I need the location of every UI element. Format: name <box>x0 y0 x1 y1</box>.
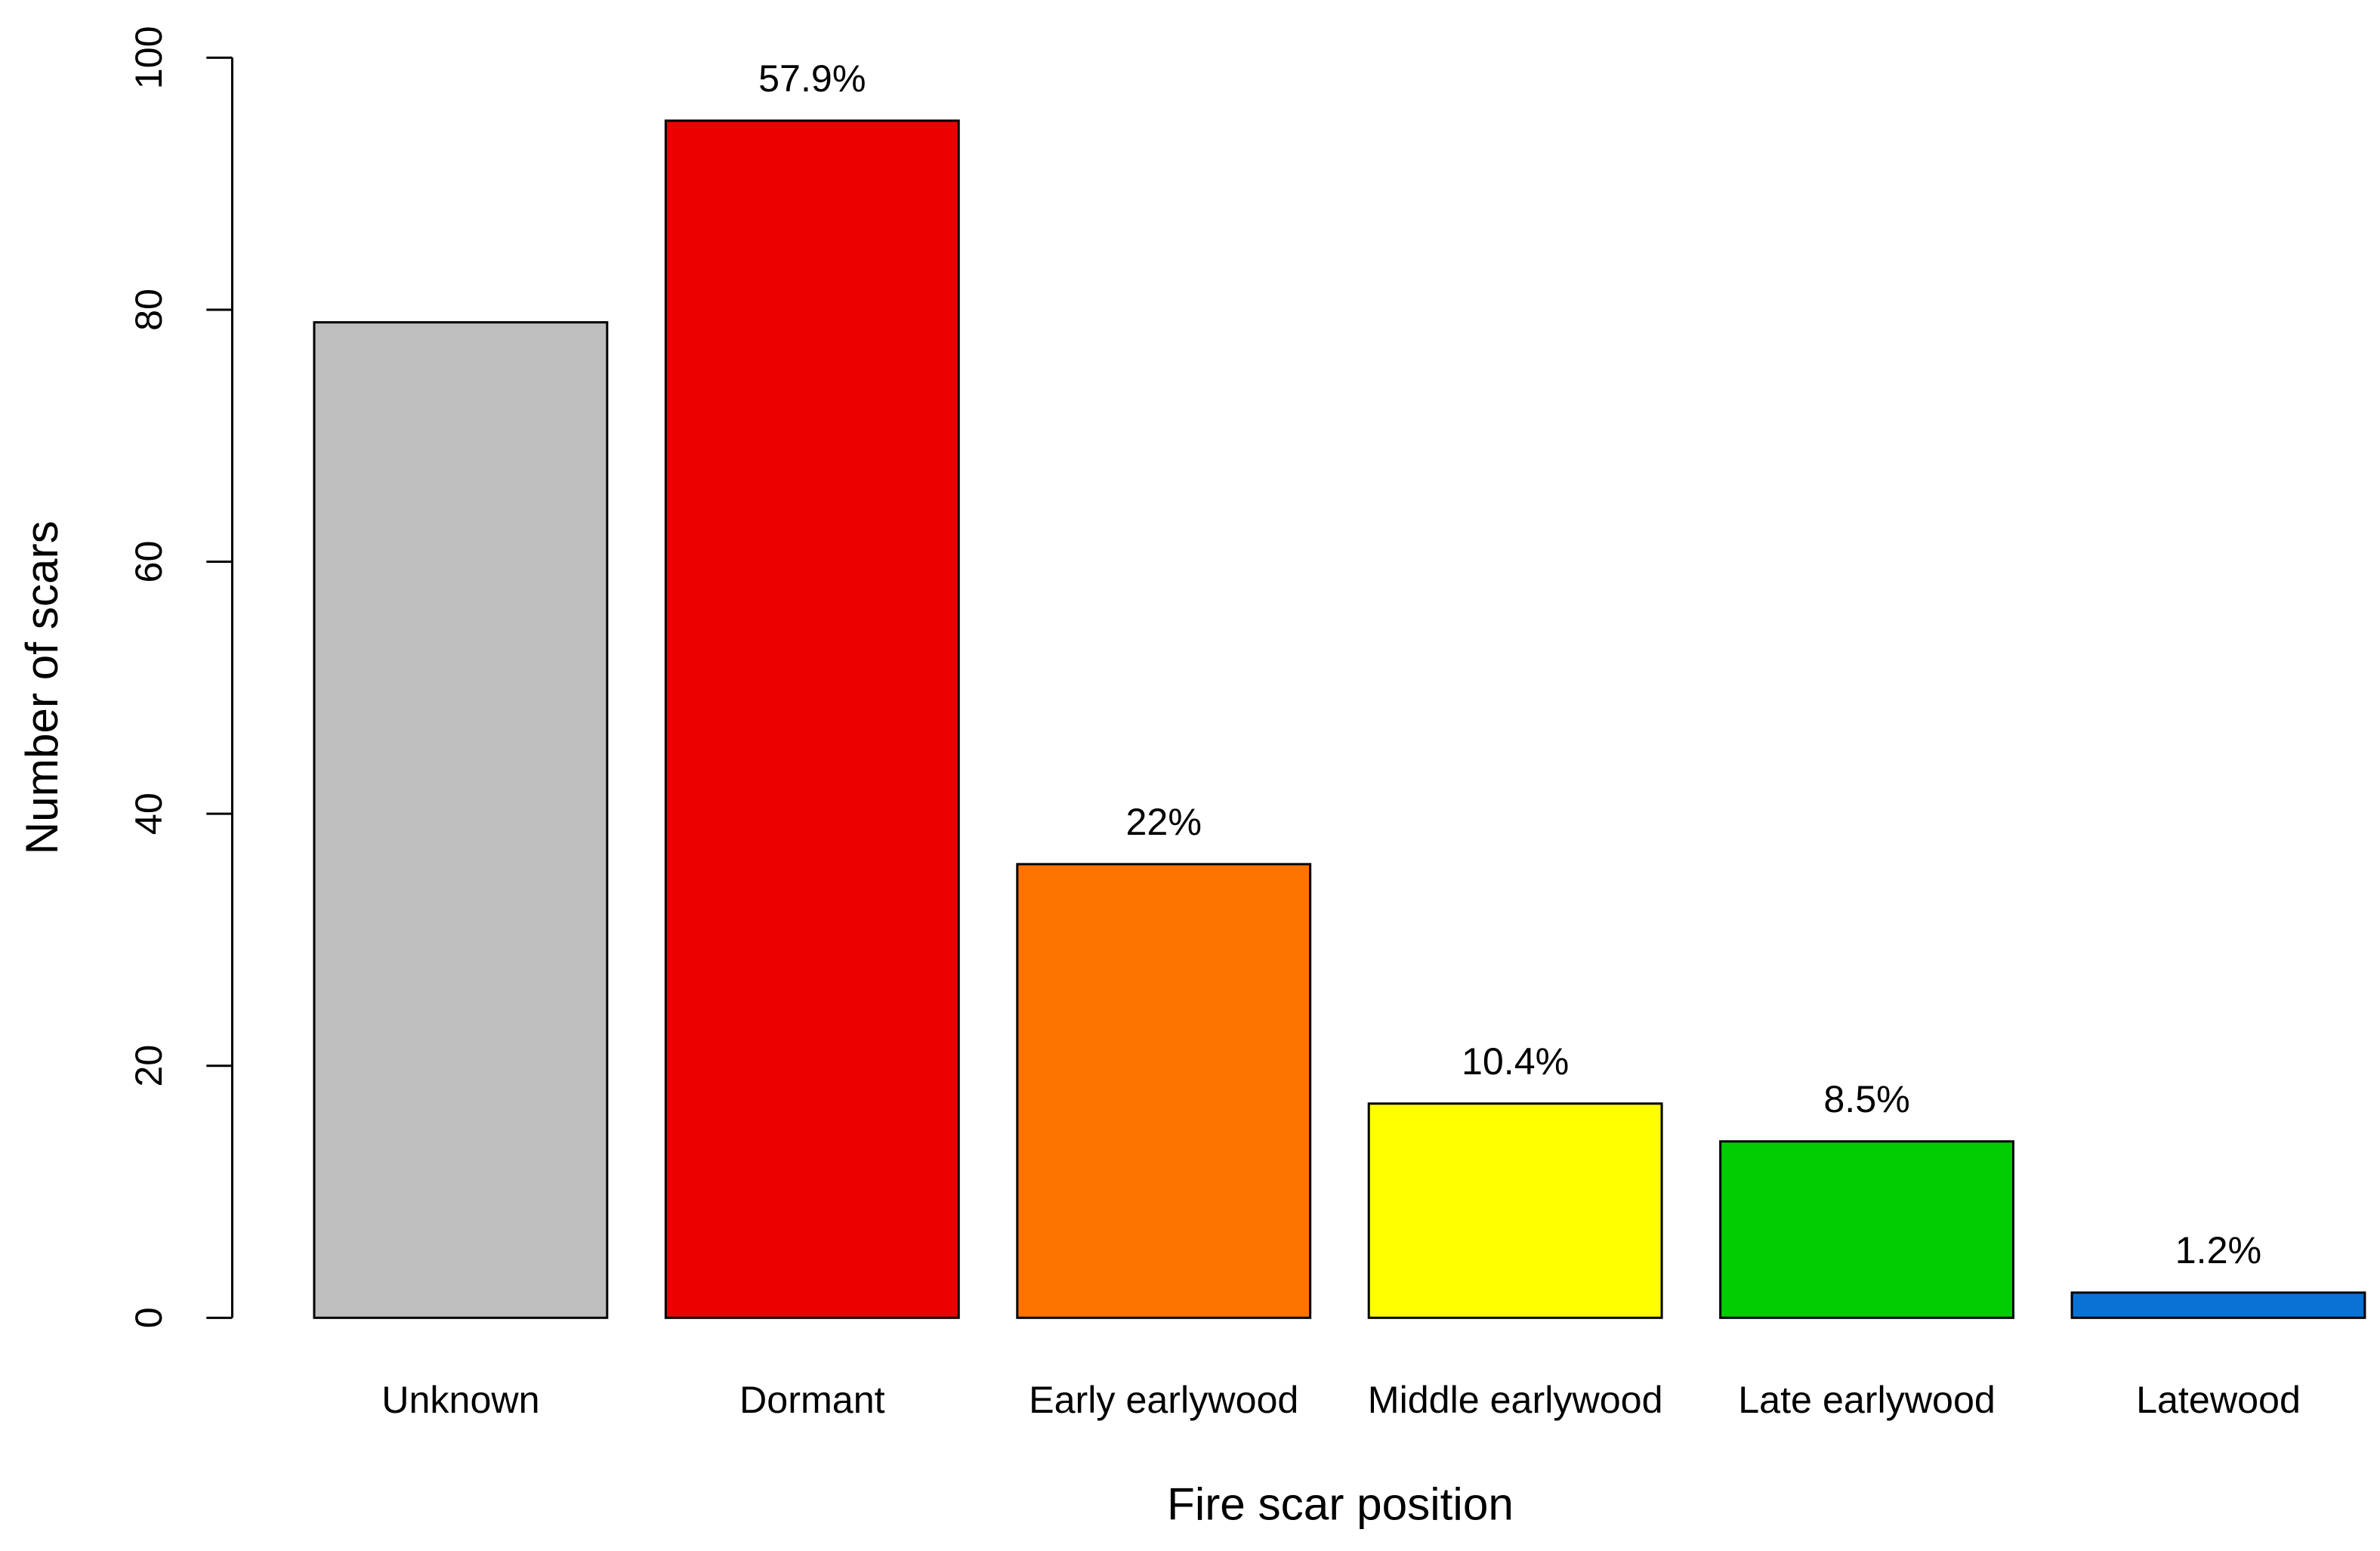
y-tick-label: 20 <box>128 1045 170 1087</box>
bar <box>664 119 960 1319</box>
x-tick-label: Middle earlywood <box>1368 1379 1663 1421</box>
x-tick-label: Late earlywood <box>1738 1379 1996 1421</box>
y-tick-label: 40 <box>128 792 170 835</box>
bar <box>1719 1140 2014 1319</box>
bar <box>1367 1102 1663 1319</box>
value-label: 10.4% <box>1462 1040 1569 1083</box>
value-label: 8.5% <box>1823 1078 1909 1120</box>
value-label: 1.2% <box>2175 1229 2261 1271</box>
value-label: 22% <box>1125 801 1202 843</box>
y-axis-label: Number of scars <box>16 521 67 854</box>
bar <box>2070 1291 2366 1319</box>
x-tick-label: Dormant <box>739 1379 885 1421</box>
y-tick-label: 0 <box>128 1307 170 1328</box>
bar <box>313 321 609 1319</box>
y-tick-label: 60 <box>128 541 170 583</box>
x-axis-label: Fire scar position <box>1167 1478 1514 1529</box>
x-tick-label: Latewood <box>2136 1379 2301 1421</box>
y-tick-label: 100 <box>128 26 170 89</box>
bar <box>1016 863 1312 1319</box>
x-tick-label: Unknown <box>381 1379 539 1421</box>
value-label: 57.9% <box>758 57 866 100</box>
y-tick-label: 80 <box>128 289 170 331</box>
x-tick-label: Early earlywood <box>1029 1379 1298 1421</box>
